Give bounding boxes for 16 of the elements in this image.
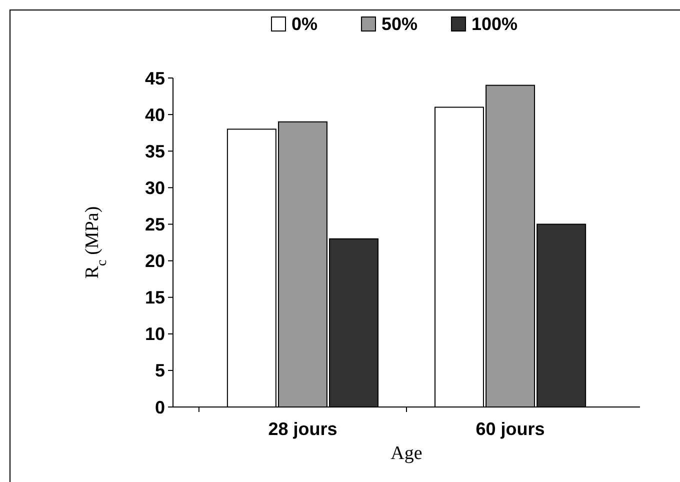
- y-tick-label: 5: [154, 360, 165, 381]
- y-tick-label: 20: [144, 251, 165, 272]
- x-tick-label: 60 jours: [476, 419, 545, 439]
- y-tick-label: 0: [154, 397, 165, 418]
- legend-label: 100%: [472, 14, 518, 34]
- y-tick-label: 40: [144, 104, 165, 125]
- y-tick-label: 10: [144, 324, 165, 344]
- y-tick-label: 15: [144, 288, 165, 308]
- y-tick-label: 35: [144, 141, 165, 162]
- x-tick-label: 28 jours: [268, 419, 338, 439]
- legend-label: 0%: [292, 14, 318, 34]
- y-tick-label: 45: [144, 68, 165, 88]
- y-tick-label: 30: [144, 178, 165, 198]
- y-tick-label: 25: [144, 214, 165, 235]
- x-axis-title: Age: [390, 443, 422, 464]
- legend-label: 50%: [382, 14, 418, 34]
